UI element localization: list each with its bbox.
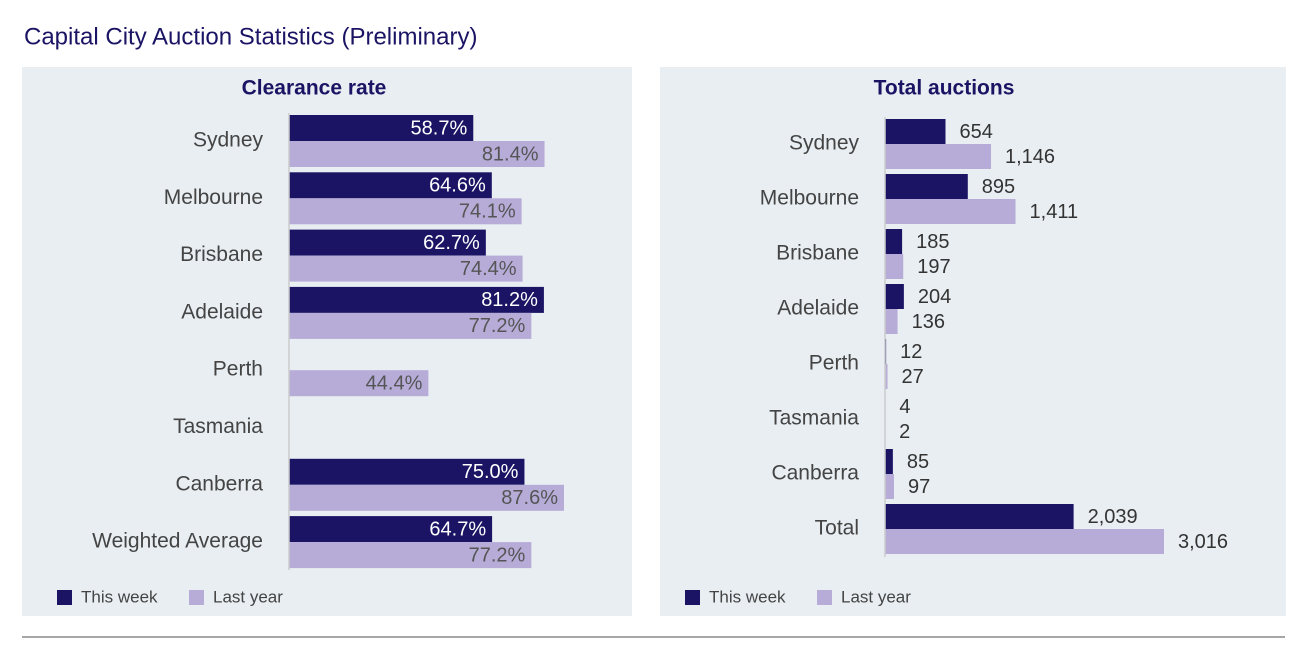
value-label: 97	[908, 476, 930, 498]
category-label: Melbourne	[164, 186, 263, 209]
value-label: 77.2%	[469, 315, 526, 337]
value-label: 74.1%	[459, 201, 516, 223]
value-label: 204	[918, 286, 951, 308]
value-label: 74.4%	[460, 258, 517, 280]
category-label: Perth	[809, 352, 859, 375]
value-label: 75.0%	[462, 461, 519, 483]
category-label: Canberra	[771, 462, 859, 485]
category-label: Tasmania	[769, 407, 859, 430]
legend-label: This week	[709, 587, 786, 606]
value-label: 1,411	[1030, 201, 1079, 223]
bar	[289, 542, 532, 569]
legend-label: Last year	[213, 587, 283, 606]
bar	[885, 229, 903, 254]
value-label: 64.6%	[429, 175, 486, 197]
value-label: 81.4%	[482, 143, 539, 165]
bar	[289, 172, 492, 199]
value-label: 87.6%	[501, 487, 558, 509]
value-label: 12	[900, 341, 922, 363]
bar	[885, 529, 1164, 554]
value-label: 654	[959, 121, 992, 143]
category-label: Brisbane	[180, 243, 263, 266]
category-label: Sydney	[193, 129, 264, 152]
legend-swatch	[685, 590, 700, 605]
value-label: 895	[982, 176, 1015, 198]
bar	[885, 119, 946, 144]
bar	[885, 284, 904, 309]
chart-title: Clearance rate	[242, 77, 387, 100]
bar	[289, 370, 429, 397]
bar	[885, 144, 992, 169]
bar	[885, 474, 894, 499]
bar	[885, 504, 1074, 529]
value-label: 2,039	[1088, 506, 1138, 528]
legend-swatch	[189, 590, 204, 605]
category-label: Melbourne	[760, 187, 859, 210]
value-label: 58.7%	[411, 117, 468, 139]
bar	[289, 458, 525, 485]
value-label: 77.2%	[469, 544, 526, 566]
legend-label: This week	[81, 587, 158, 606]
bar	[289, 255, 523, 282]
bar	[289, 115, 474, 141]
category-label: Sydney	[789, 132, 860, 155]
legend-swatch	[817, 590, 832, 605]
bar	[289, 312, 532, 339]
legend-label: Last year	[841, 587, 911, 606]
value-label: 85	[907, 451, 929, 473]
value-label: 2	[899, 421, 910, 443]
category-label: Canberra	[175, 472, 263, 495]
value-label: 4	[899, 396, 910, 418]
value-label: 1,146	[1005, 146, 1055, 168]
value-label: 197	[917, 256, 950, 278]
value-label: 3,016	[1178, 531, 1228, 553]
category-label: Perth	[213, 358, 263, 381]
bar	[885, 364, 888, 389]
category-label: Adelaide	[181, 300, 263, 323]
category-label: Adelaide	[777, 297, 859, 320]
value-label: 62.7%	[423, 232, 480, 254]
chart-title: Total auctions	[874, 77, 1015, 100]
value-label: 27	[901, 366, 923, 388]
page-title: Capital City Auction Statistics (Prelimi…	[24, 23, 477, 50]
bar	[885, 309, 898, 334]
category-label: Total	[815, 517, 859, 540]
value-label: 44.4%	[366, 372, 423, 394]
bar	[289, 516, 493, 543]
bar	[885, 254, 904, 279]
value-label: 64.7%	[429, 518, 486, 540]
bar	[289, 198, 522, 225]
bar	[289, 141, 545, 167]
bar	[885, 174, 968, 199]
category-label: Brisbane	[776, 242, 859, 265]
value-label: 136	[912, 311, 945, 333]
category-label: Weighted Average	[92, 530, 263, 553]
bar	[289, 484, 564, 511]
value-label: 81.2%	[481, 289, 538, 311]
category-label: Tasmania	[173, 415, 263, 438]
bar	[289, 286, 544, 313]
bar	[885, 449, 893, 474]
legend-swatch	[57, 590, 72, 605]
value-label: 185	[916, 231, 949, 253]
bar	[289, 229, 486, 256]
bar	[885, 199, 1016, 224]
